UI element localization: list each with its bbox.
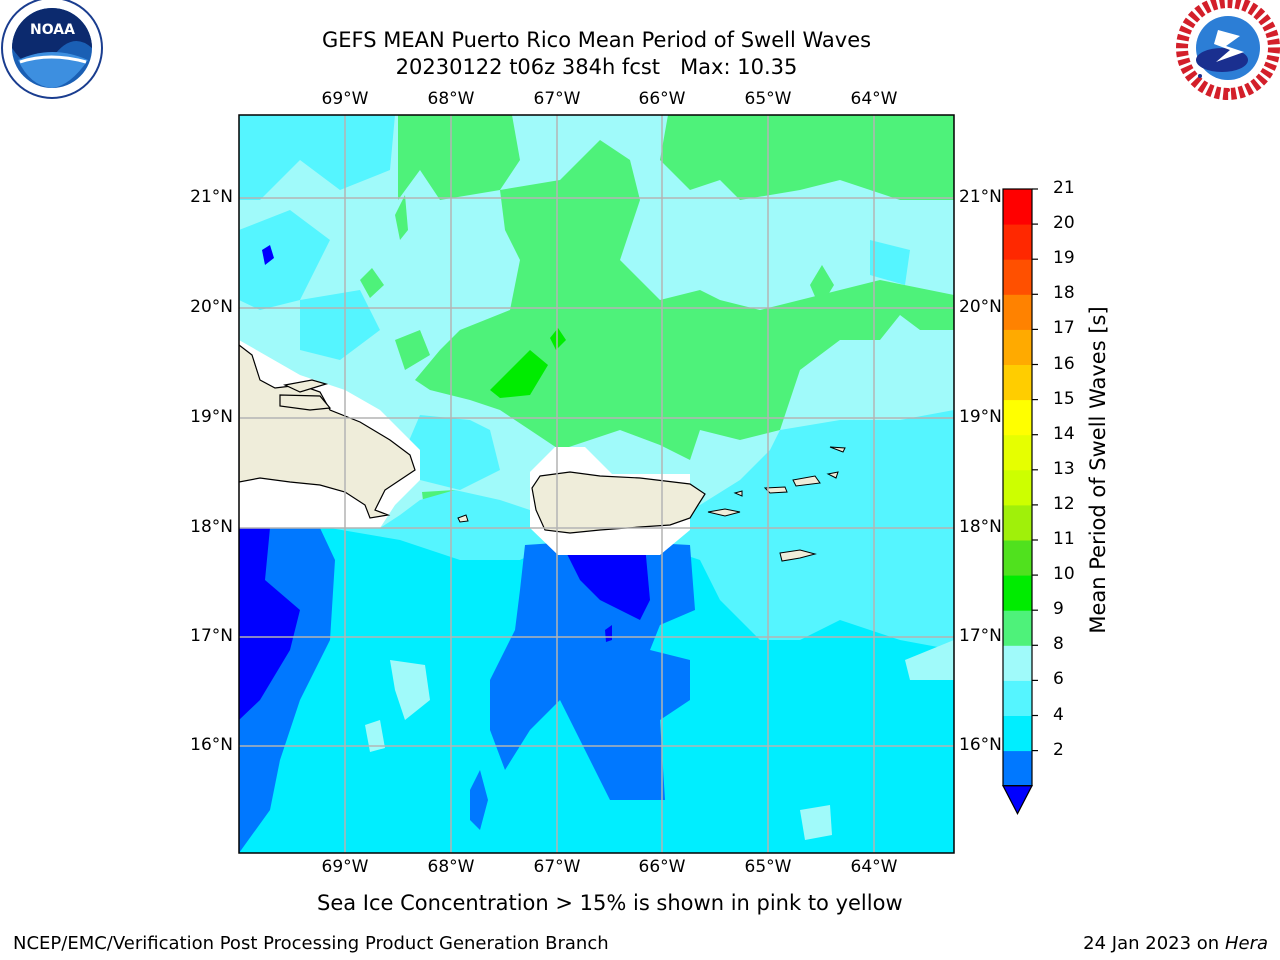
lon-tick-bottom: 64°W <box>850 857 898 877</box>
colorbar-segment <box>1003 329 1032 365</box>
colorbar-tick-label: 13 <box>1053 458 1075 479</box>
footer-date-text: 24 Jan 2023 on <box>1083 933 1225 954</box>
lon-tick-top: 69°W <box>321 89 369 109</box>
lon-tick-top: 65°W <box>744 89 792 109</box>
colorbar-segment <box>1003 364 1032 401</box>
colorbar-tick-label: 12 <box>1053 493 1075 514</box>
lat-tick-left: 18°N <box>190 517 233 537</box>
lat-tick-left: 19°N <box>190 407 233 427</box>
colorbar-segment <box>1003 224 1032 260</box>
lat-tick-right: 19°N <box>959 407 1002 427</box>
colorbar-tick-label: 4 <box>1053 704 1064 725</box>
contour-10-11 <box>490 350 548 398</box>
noaa-logo-text: NOAA <box>30 22 75 38</box>
lat-tick-left: 21°N <box>190 187 233 207</box>
lon-tick-bottom: 68°W <box>427 857 475 877</box>
colorbar-tick-label: 8 <box>1053 634 1064 655</box>
colorbar-frame <box>1002 188 1033 787</box>
colorbar-tick-label: 2 <box>1053 739 1064 760</box>
colorbar-segment <box>1003 750 1032 787</box>
map-gridlines <box>239 115 954 853</box>
map-frame <box>238 114 955 854</box>
footer-machine: Hera <box>1224 933 1268 954</box>
colorbar-tick-label: 19 <box>1053 248 1075 269</box>
colorbar-tick-label: 16 <box>1053 353 1075 374</box>
colorbar-tick-label: 14 <box>1053 423 1075 444</box>
lon-tick-top: 64°W <box>850 89 898 109</box>
colorbar-segment <box>1003 469 1032 506</box>
lat-tick-left: 20°N <box>190 297 233 317</box>
lat-tick-right: 17°N <box>959 626 1002 646</box>
colorbar-segment <box>1003 189 1032 225</box>
colorbar-extend-triangle <box>1002 785 1033 816</box>
lon-tick-top: 67°W <box>533 89 581 109</box>
footer-date: 24 Jan 2023 on Hera <box>1083 933 1268 954</box>
lon-tick-bottom: 67°W <box>533 857 581 877</box>
lat-tick-left: 17°N <box>190 626 233 646</box>
colorbar-tick-label: 6 <box>1053 669 1064 690</box>
lon-tick-top: 66°W <box>638 89 686 109</box>
title-line2: 20230122 t06z 384h fcst Max: 10.35 <box>395 55 798 79</box>
colorbar-tick-label: 15 <box>1053 388 1075 409</box>
lat-tick-right: 18°N <box>959 517 1002 537</box>
title-line1: GEFS MEAN Puerto Rico Mean Period of Swe… <box>321 28 872 52</box>
colorbar-segment <box>1003 715 1032 752</box>
sea-ice-note: Sea Ice Concentration > 15% is shown in … <box>317 891 903 915</box>
lat-tick-left: 16°N <box>190 735 233 755</box>
colorbar-tick-label: 10 <box>1053 564 1075 585</box>
contour-9-10 <box>398 115 520 200</box>
contour-6-8-north <box>239 115 395 200</box>
colorbar-tick-label: 9 <box>1053 599 1064 620</box>
colorbar-segment <box>1003 540 1032 576</box>
lat-tick-right: 21°N <box>959 187 1002 207</box>
colorbar-segment <box>1003 259 1032 295</box>
contour-0-2 <box>239 528 300 720</box>
lon-tick-bottom: 66°W <box>638 857 686 877</box>
colorbar-tick-label: 21 <box>1053 178 1075 198</box>
colorbar-segment <box>1003 434 1032 471</box>
colorbar-tick-label: 20 <box>1053 213 1075 234</box>
lat-tick-right: 20°N <box>959 297 1002 317</box>
lon-tick-bottom: 69°W <box>321 857 369 877</box>
colorbar-segment <box>1003 680 1032 716</box>
colorbar-tick-label: 11 <box>1053 529 1075 549</box>
colorbar-tick-label: 18 <box>1053 283 1075 304</box>
colorbar-segment <box>1003 645 1032 681</box>
colorbar-tick-label: 17 <box>1053 318 1075 339</box>
swell-period-field <box>239 115 954 853</box>
lon-tick-top: 68°W <box>427 89 475 109</box>
lon-tick-bottom: 65°W <box>744 857 792 877</box>
colorbar-segment <box>1003 575 1032 611</box>
colorbar-segment <box>1003 610 1032 646</box>
colorbar-label: Mean Period of Swell Waves [s] <box>1086 306 1110 634</box>
colorbar-segment <box>1003 399 1032 436</box>
colorbar-segment <box>1003 294 1032 330</box>
lat-tick-right: 16°N <box>959 735 1002 755</box>
footer-branch: NCEP/EMC/Verification Post Processing Pr… <box>13 933 609 954</box>
colorbar-segment <box>1003 504 1032 541</box>
